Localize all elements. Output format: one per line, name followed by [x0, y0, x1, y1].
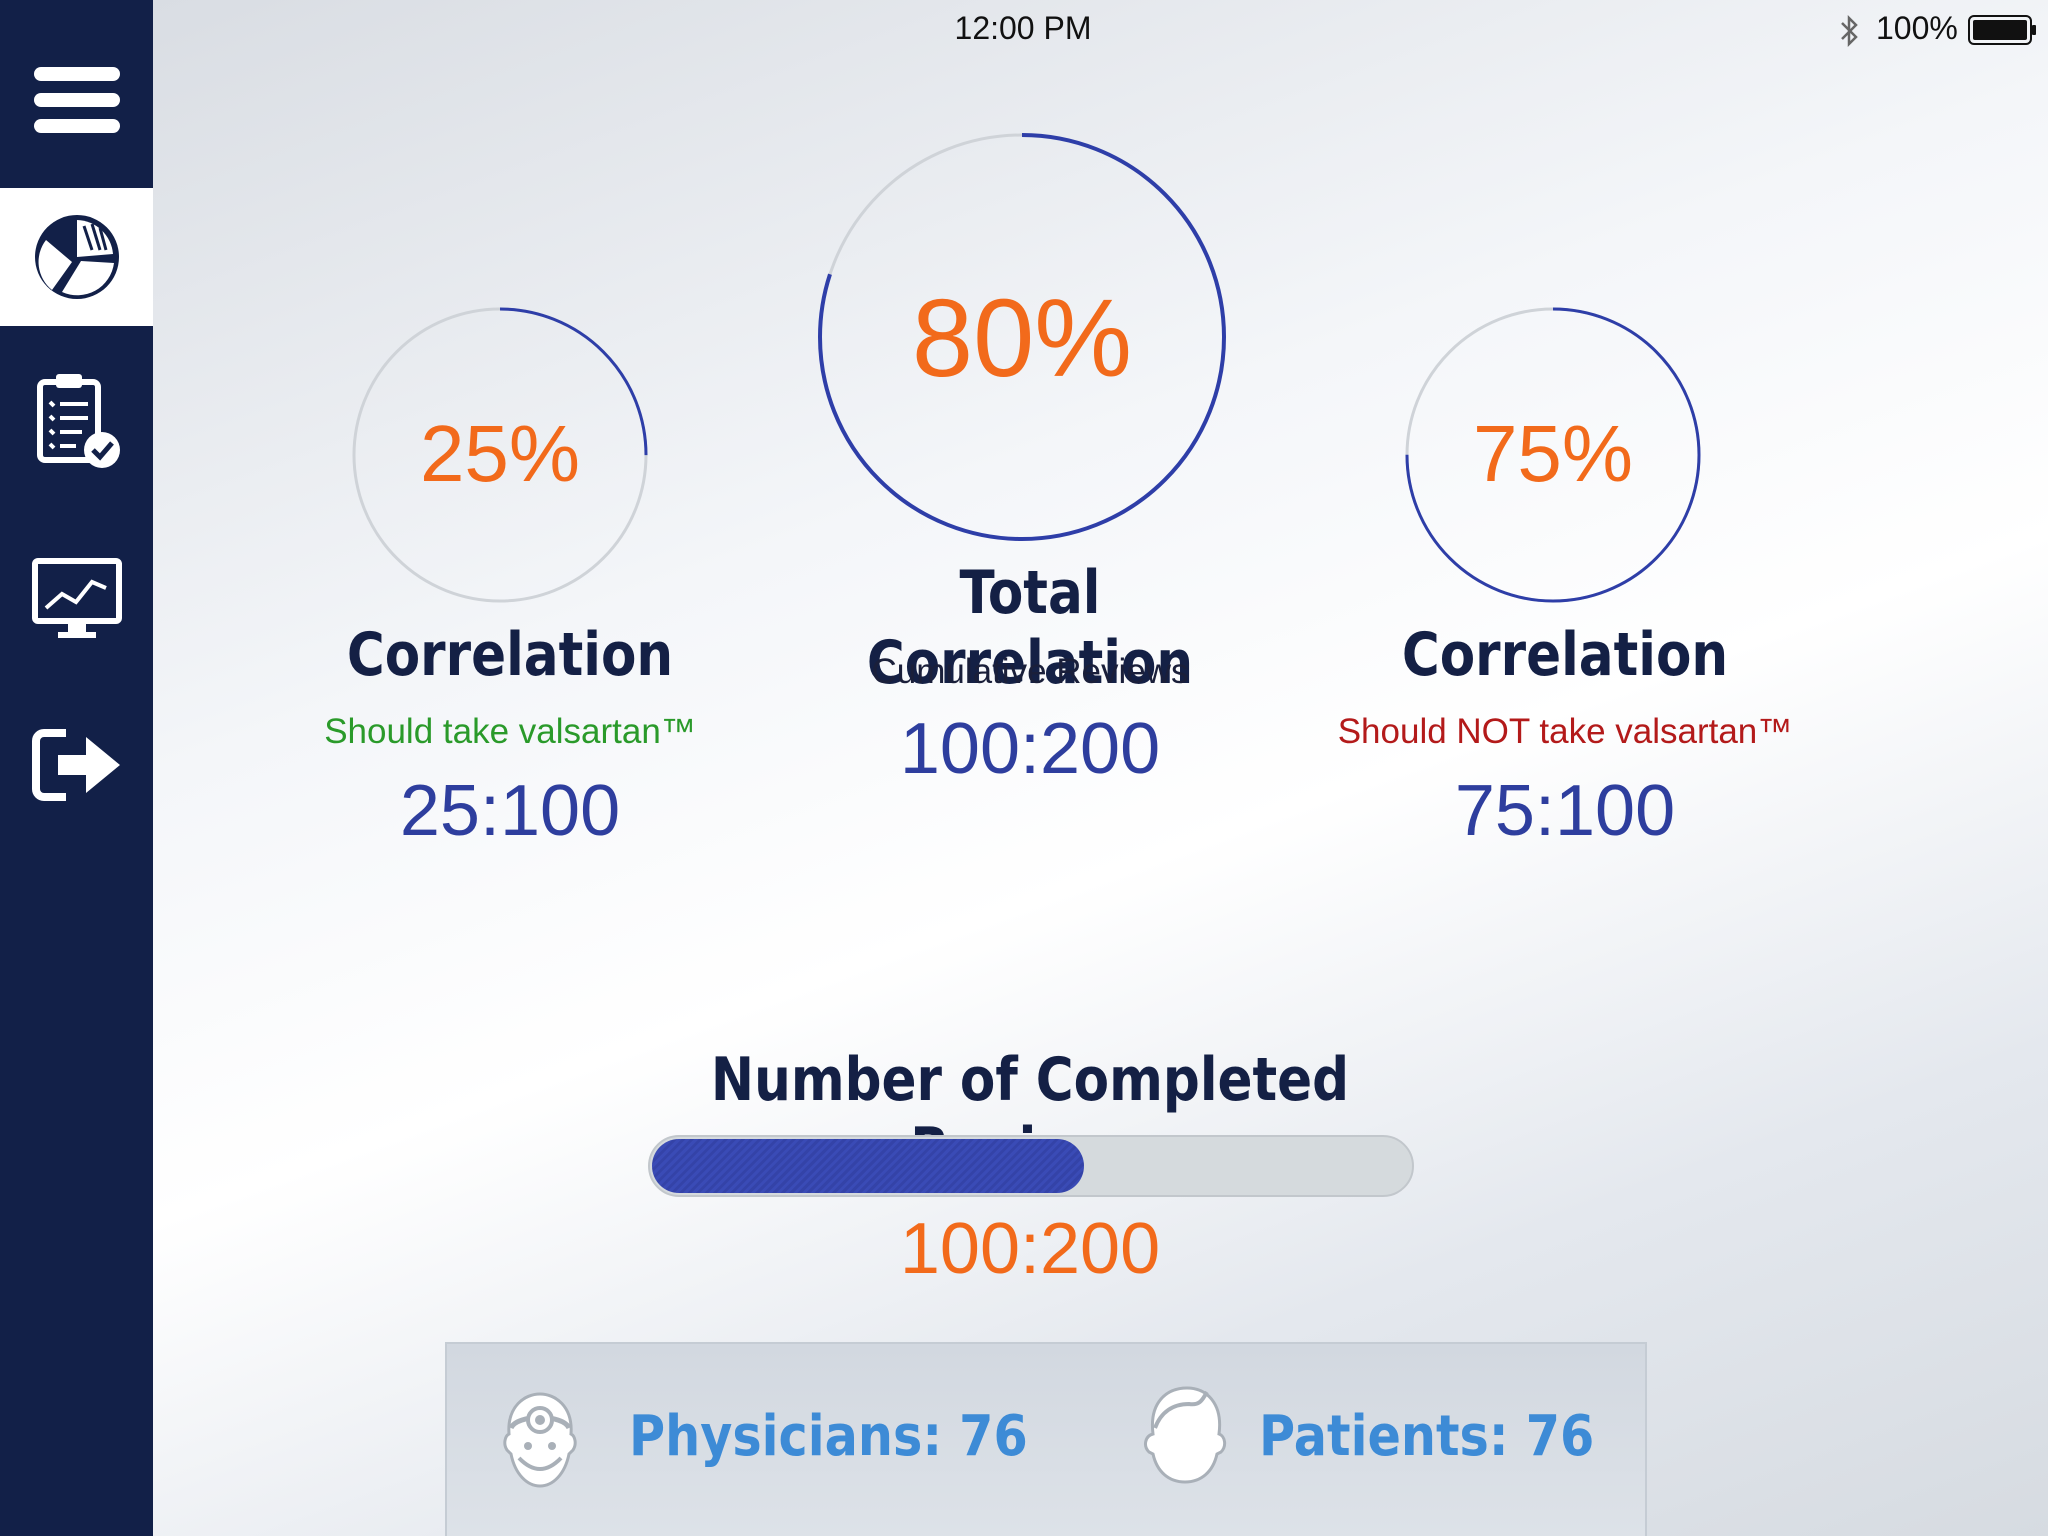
left-gauge-progress-arc [352, 307, 648, 603]
battery-icon [1968, 15, 2036, 45]
physicians-count: Physicians: 76 [629, 1404, 1028, 1469]
right-gauge-title: Correlation [1401, 620, 1729, 690]
reviews-progress-bar [648, 1135, 1414, 1197]
logout-icon [31, 729, 120, 801]
patients-count: Patients: 76 [1259, 1404, 1595, 1469]
left-gauge-title: Correlation [346, 620, 674, 690]
center-gauge-title: Total Correlation [866, 558, 1194, 698]
center-gauge-ratio: 100:200 [899, 709, 1161, 789]
sidebar-item-dashboard[interactable] [0, 188, 153, 326]
center-gauge-percent: 80% [911, 277, 1133, 400]
monitor-chart-icon [31, 558, 122, 638]
sidebar-item-reviews[interactable] [0, 360, 153, 480]
sidebar [0, 0, 153, 1536]
right-gauge-subtitle: Should NOT take valsartan™ [1337, 712, 1793, 751]
stats-panel: Physicians: 76 Patients: 76 [445, 1342, 1647, 1536]
status-time: 12:00 PM [954, 10, 1092, 46]
main-content [153, 0, 2048, 1536]
center-gauge-subtitle: Cumulative Reviews [871, 652, 1189, 691]
right-gauge-progress-arc [1405, 307, 1701, 603]
sidebar-item-logout[interactable] [0, 710, 153, 820]
right-gauge-percent: 75% [1472, 409, 1634, 498]
reviews-progress-fill [652, 1139, 1085, 1193]
battery-percent: 100% [1876, 10, 1958, 46]
patient-icon [1144, 1386, 1227, 1484]
left-gauge-ratio: 25:100 [399, 771, 621, 851]
sidebar-item-analytics[interactable] [0, 540, 153, 660]
clipboard-checklist-icon [36, 374, 120, 468]
menu-button[interactable] [0, 40, 153, 160]
hamburger-menu-icon [33, 67, 120, 133]
center-gauge-progress-arc [818, 133, 1226, 541]
right-gauge-ratio: 75:100 [1454, 771, 1676, 851]
bluetooth-icon [1841, 14, 1858, 48]
center-gauge-ring [818, 133, 1226, 541]
pie-chart-icon [34, 215, 119, 299]
left-gauge-ring [352, 307, 648, 603]
left-gauge-percent: 25% [419, 409, 581, 498]
reviews-ratio: 100:200 [899, 1209, 1161, 1289]
right-gauge-ring [1405, 307, 1701, 603]
physician-icon [503, 1392, 577, 1488]
left-gauge-subtitle: Should take valsartan™ [324, 712, 696, 751]
